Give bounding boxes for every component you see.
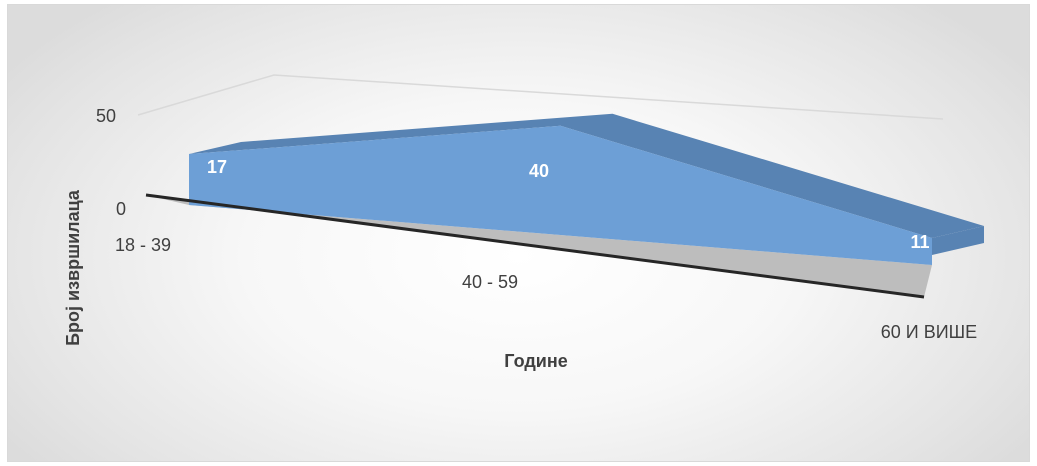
y-tick-label: 50	[96, 106, 116, 126]
y-axis-title: Број извршилаца	[63, 189, 83, 346]
area-top-face	[189, 113, 984, 238]
area-front-face	[189, 125, 932, 265]
area-chart-3d: 0 50 18 - 39 40 - 59 60 И ВИШЕ 17 40 11 Године Бр…	[63, 74, 984, 371]
data-label: 11	[910, 232, 929, 252]
chart-area: 0 50 18 - 39 40 - 59 60 И ВИШЕ 17 40 11 Године Бр…	[7, 4, 1030, 462]
area-end-face	[932, 225, 984, 255]
x-tick-label: 60 И ВИШЕ	[881, 322, 977, 342]
x-axis-title: Године	[504, 351, 567, 371]
gridline-top	[137, 74, 944, 120]
x-tick-label: 40 - 59	[462, 272, 518, 292]
data-label: 40	[529, 161, 549, 181]
category-axis-line	[145, 193, 925, 299]
y-tick-label: 0	[116, 199, 126, 219]
x-tick-label: 18 - 39	[115, 235, 171, 255]
data-label: 17	[207, 157, 227, 177]
